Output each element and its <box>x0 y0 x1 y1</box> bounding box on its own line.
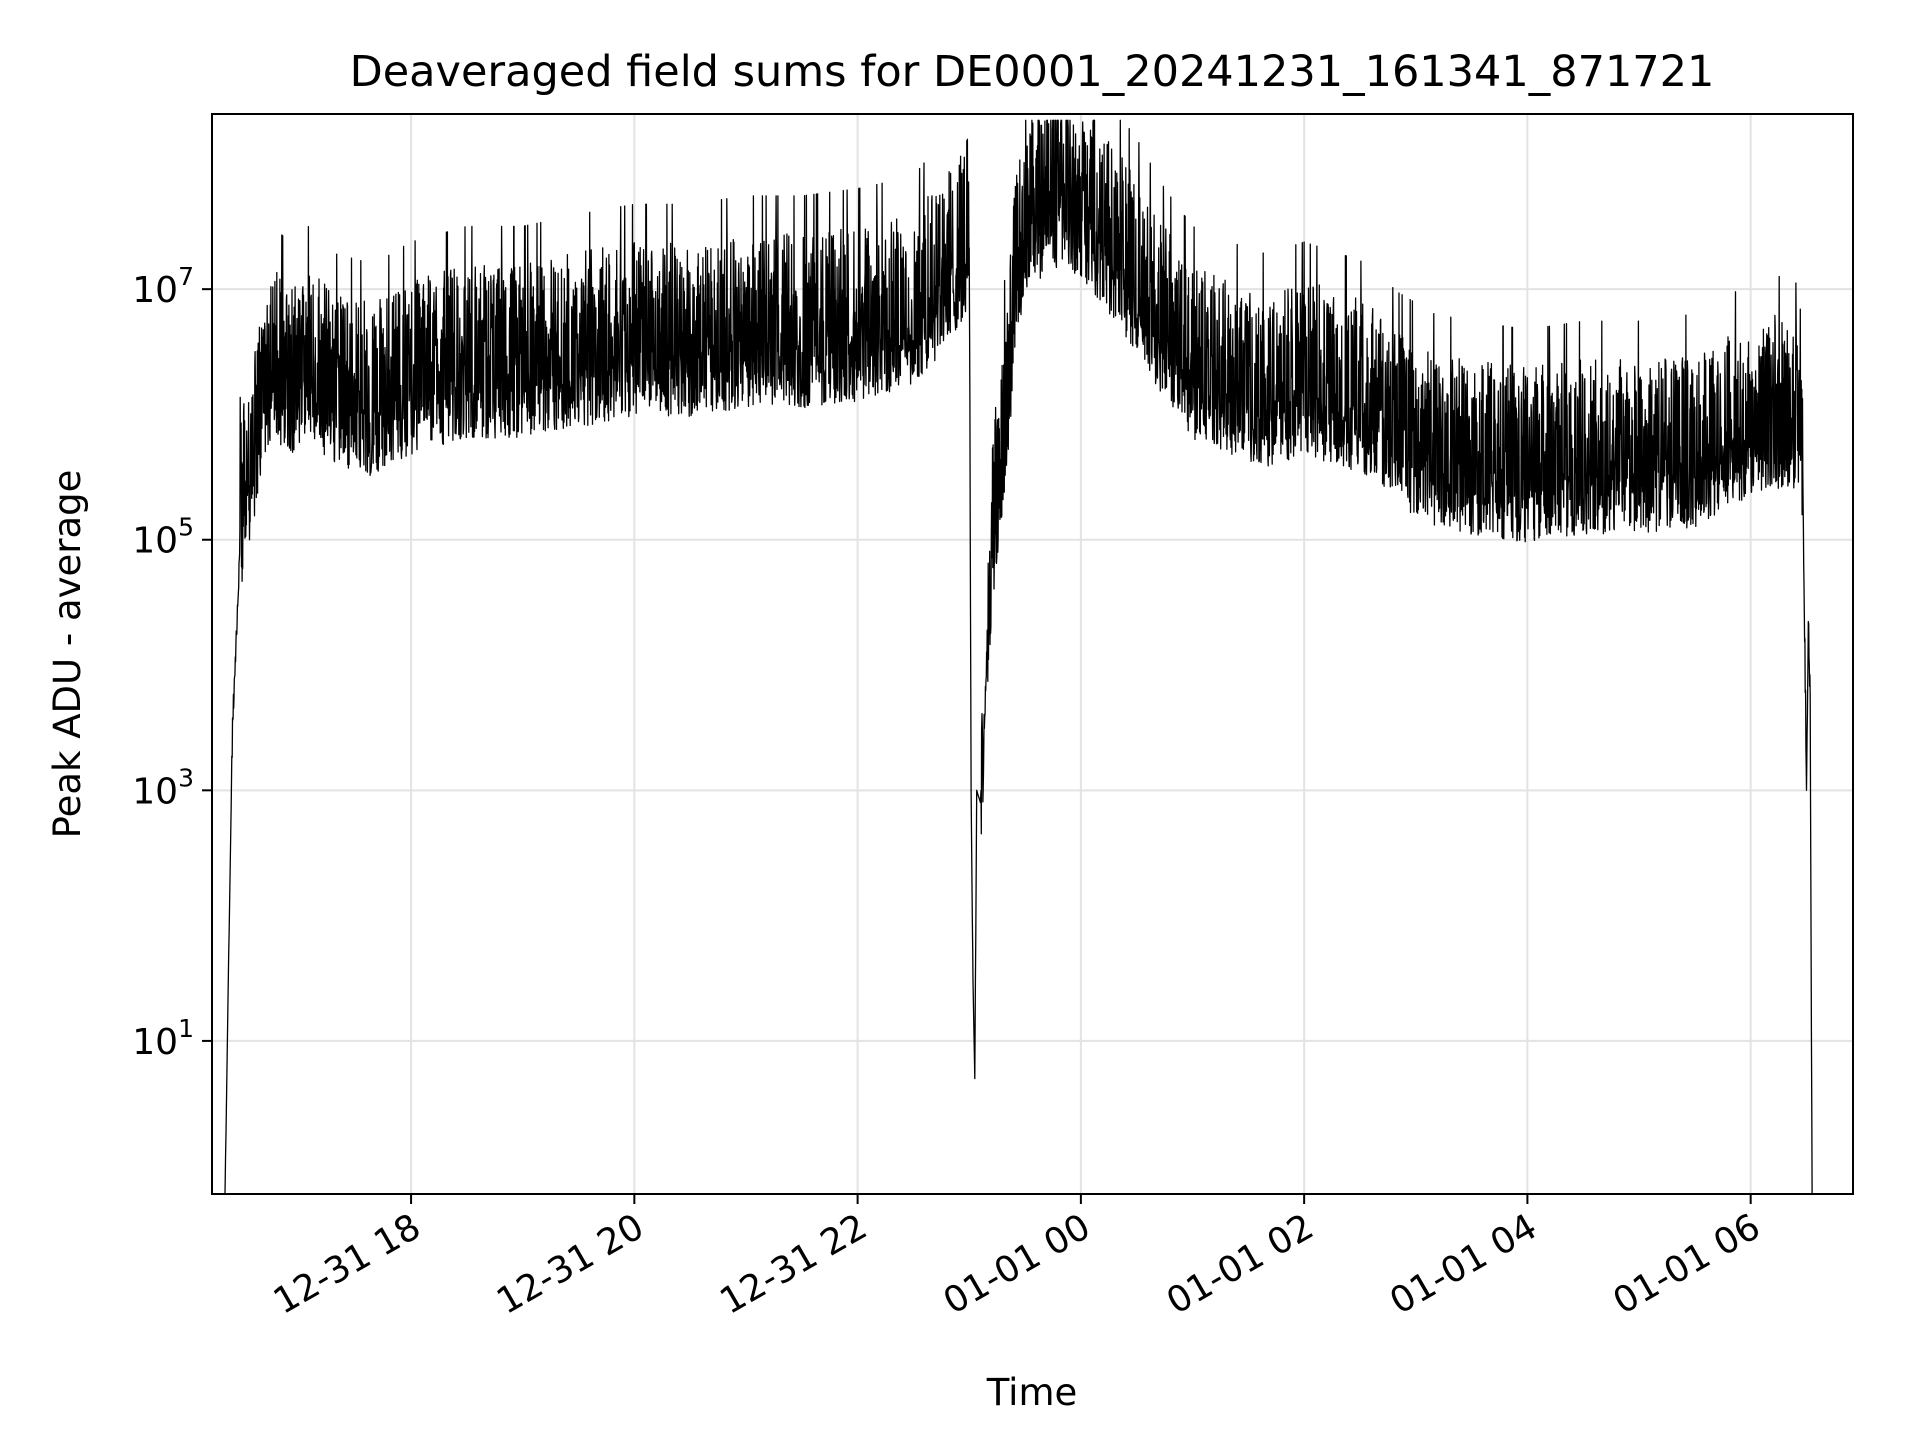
y-tick-label: 101 <box>132 1014 194 1063</box>
y-tick-label: 103 <box>132 763 194 812</box>
plot-frame <box>211 113 1854 1195</box>
series-line <box>224 119 1813 1195</box>
y-tick-label: 105 <box>132 513 194 562</box>
y-axis: 107 105 103 101 <box>132 262 212 1063</box>
y-tick-label: 107 <box>132 262 194 311</box>
chart-title: Deaveraged field sums for DE0001_2024123… <box>350 47 1715 97</box>
series-layer <box>224 119 1813 1195</box>
y-axis-label: Peak ADU - average <box>46 470 89 839</box>
x-axis-label: Time <box>986 1371 1078 1414</box>
